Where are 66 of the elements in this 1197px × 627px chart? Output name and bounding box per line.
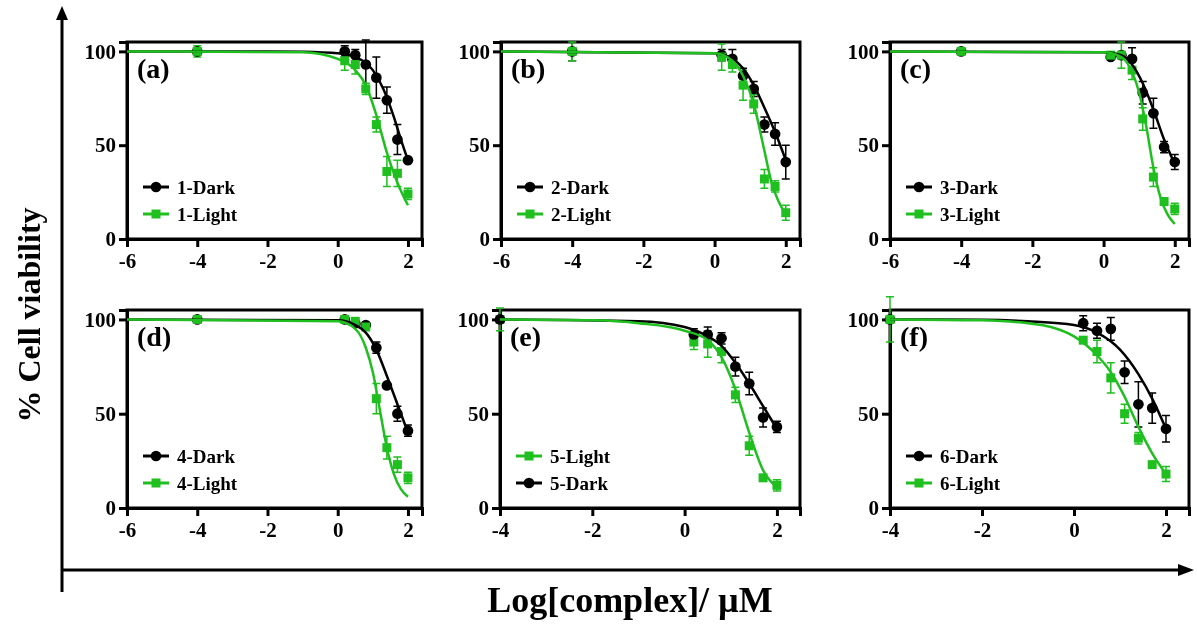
x-tick-label: -6 <box>118 517 137 542</box>
legend-label: 4-Light <box>177 473 238 494</box>
chart-title: (e) <box>510 321 542 352</box>
y-tick-label: 0 <box>478 496 489 521</box>
legend-label: 5-Dark <box>550 473 609 494</box>
x-tick-label: 0 <box>1069 517 1080 542</box>
legend-label: 1-Light <box>177 204 238 225</box>
chart-title: (d) <box>137 321 172 352</box>
y-tick-label: 100 <box>847 307 879 332</box>
x-tick-label: -6 <box>881 248 900 273</box>
legend-label: 5-Light <box>550 446 611 467</box>
legend-label: 6-Dark <box>940 446 999 467</box>
x-axis-title: Log[complex]/ µM <box>487 580 773 620</box>
y-tick-label: 100 <box>847 39 879 64</box>
legend-label: 3-Light <box>940 204 1001 225</box>
y-tick-label: 0 <box>868 227 879 252</box>
x-tick-label: 0 <box>332 517 344 542</box>
y-tick-label: 0 <box>479 227 490 252</box>
y-tick-label: 100 <box>84 307 116 332</box>
x-tick-label: 2 <box>772 517 783 542</box>
x-tick-label: -4 <box>563 248 582 273</box>
x-tick-label: -2 <box>584 517 602 542</box>
x-tick-label: -2 <box>635 248 653 273</box>
x-tick-label: -4 <box>881 517 900 542</box>
y-tick-label: 50 <box>95 401 116 426</box>
x-tick-label: 0 <box>1098 248 1110 273</box>
legend-label: 3-Dark <box>940 177 999 198</box>
x-tick-label: -2 <box>259 517 277 542</box>
y-tick-label: 0 <box>105 227 116 252</box>
chart-title: (f) <box>900 321 928 352</box>
y-axis-title: % Cell viability <box>11 207 47 423</box>
x-tick-label: -2 <box>973 517 992 542</box>
y-tick-label: 100 <box>84 39 116 64</box>
y-tick-label: 50 <box>95 133 116 158</box>
y-tick-label: 100 <box>458 39 490 64</box>
x-tick-label: -6 <box>492 248 511 273</box>
y-tick-label: 50 <box>858 133 879 158</box>
y-tick-label: 50 <box>469 133 490 158</box>
chart-title: (a) <box>137 53 170 84</box>
x-tick-label: 2 <box>1161 517 1172 542</box>
legend-label: 2-Light <box>551 204 612 225</box>
x-tick-label: -2 <box>1024 248 1042 273</box>
y-tick-label: 50 <box>858 401 879 426</box>
legend-label: 1-Dark <box>177 177 236 198</box>
legend-label: 4-Dark <box>177 446 236 467</box>
x-tick-label: -4 <box>188 517 207 542</box>
legend-label: 6-Light <box>940 473 1001 494</box>
y-tick-label: 100 <box>457 307 489 332</box>
x-tick-label: 0 <box>679 517 691 542</box>
x-tick-label: 2 <box>781 248 792 273</box>
x-tick-label: 2 <box>403 517 414 542</box>
x-tick-label: -2 <box>259 248 277 273</box>
x-tick-label: 2 <box>403 248 414 273</box>
x-tick-label: -4 <box>491 517 510 542</box>
x-tick-label: 2 <box>1170 248 1181 273</box>
chart-title: (b) <box>511 53 546 84</box>
legend-label: 2-Dark <box>551 177 610 198</box>
x-tick-label: -4 <box>188 248 207 273</box>
y-tick-label: 0 <box>868 496 879 521</box>
x-tick-label: 0 <box>332 248 344 273</box>
y-tick-label: 50 <box>468 401 489 426</box>
chart-title: (c) <box>900 53 932 84</box>
x-tick-label: 0 <box>709 248 721 273</box>
x-tick-label: -4 <box>952 248 971 273</box>
y-tick-label: 0 <box>105 496 116 521</box>
x-tick-label: -6 <box>118 248 137 273</box>
